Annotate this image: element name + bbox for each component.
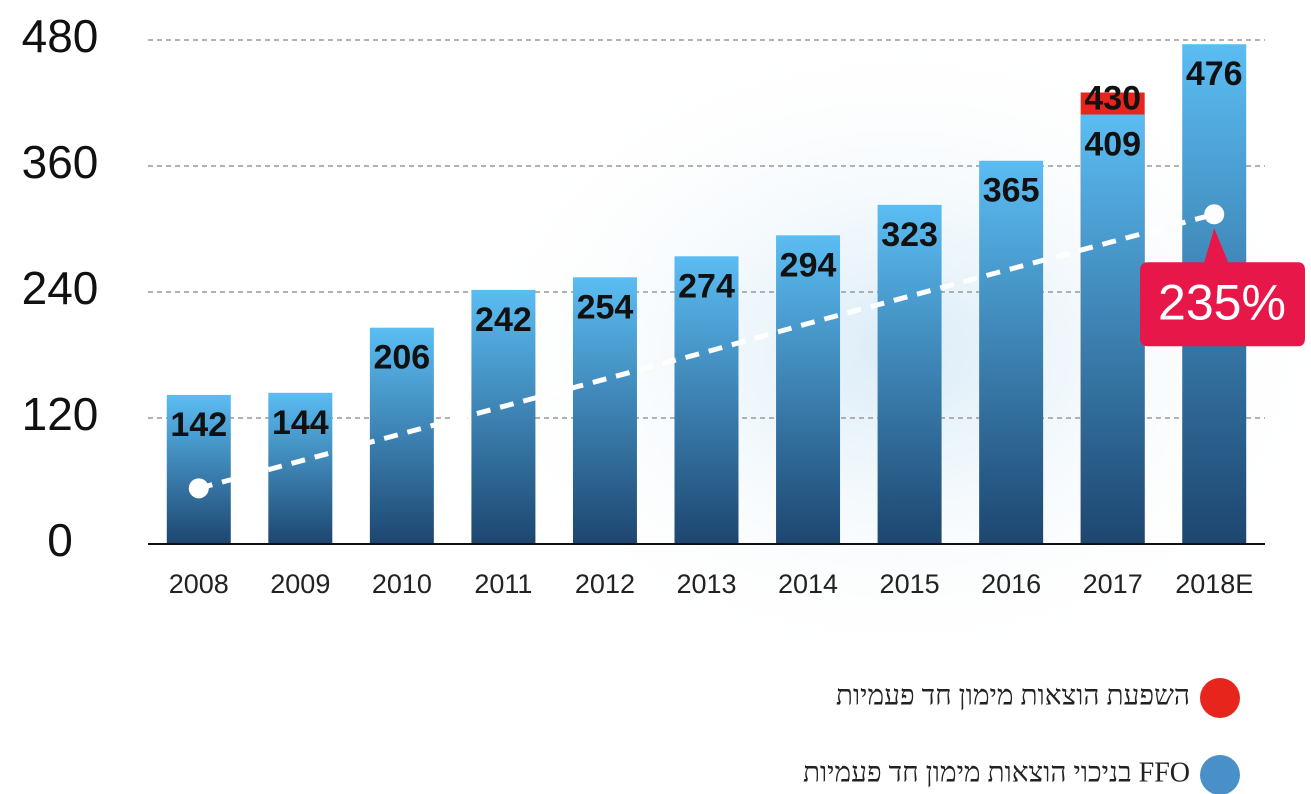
annotation: 235% (1158, 275, 1286, 331)
bar (878, 205, 942, 544)
x-tick-label: 2011 (474, 569, 532, 599)
x-tick-label: 2009 (270, 569, 330, 599)
y-tick-label: 360 (22, 136, 99, 188)
value-label: 206 (373, 339, 430, 377)
value-label: 430 (1084, 79, 1141, 117)
y-tick-label: 0 (47, 514, 73, 566)
value-label: 242 (475, 301, 532, 339)
value-label: 142 (170, 406, 227, 444)
chart: 0 120 240 360 480 430 142 144 206 242 254 274 294 323… (0, 0, 1311, 794)
y-tick-label: 120 (22, 388, 99, 440)
x-tick-label: 2016 (981, 569, 1041, 599)
value-label: 476 (1186, 55, 1243, 93)
value-label: 294 (780, 246, 837, 284)
value-label: 365 (983, 172, 1040, 210)
x-tick-label: 2008 (169, 569, 229, 599)
x-tick-label: 2013 (676, 569, 736, 599)
x-tick-label: 2014 (778, 569, 838, 599)
value-label: 144 (272, 404, 329, 442)
legend-swatch (1200, 755, 1240, 794)
x-tick-label: 2012 (575, 569, 635, 599)
value-label: 323 (881, 216, 938, 254)
bar (1081, 115, 1145, 544)
x-tick-label: 2015 (880, 569, 940, 599)
legend-label: השפעת הוצאות מימון חד פעמיות (836, 680, 1190, 711)
value-label: 254 (577, 288, 634, 326)
x-tick-label: 2010 (372, 569, 432, 599)
value-label: 274 (678, 267, 735, 305)
bar (979, 161, 1043, 544)
value-label: 409 (1084, 126, 1141, 164)
x-tick-label: 2017 (1083, 569, 1143, 599)
legend-label: FFO בניכוי הוצאות מימון חד פעמיות (803, 757, 1190, 788)
trend-point (189, 478, 209, 498)
trend-point (1204, 204, 1224, 224)
legend-swatch (1200, 678, 1240, 718)
x-tick-label: 2018E (1175, 569, 1253, 599)
y-tick-label: 240 (22, 262, 99, 314)
y-tick-label: 480 (22, 10, 99, 62)
